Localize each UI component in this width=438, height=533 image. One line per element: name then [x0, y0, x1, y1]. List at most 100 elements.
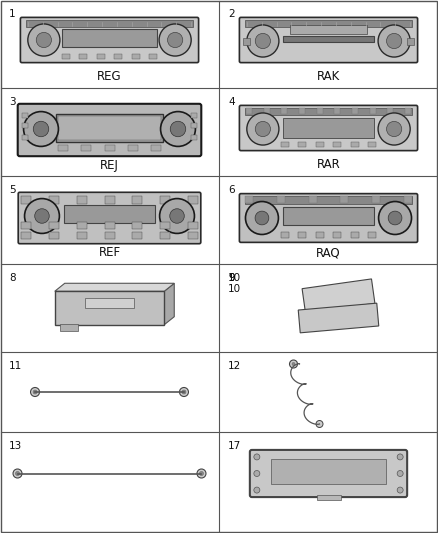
Bar	[105, 222, 114, 229]
Bar	[368, 142, 376, 147]
Bar	[22, 113, 28, 118]
Bar	[350, 232, 359, 238]
Bar	[149, 54, 157, 59]
Bar	[404, 196, 412, 204]
Text: 10: 10	[228, 284, 241, 294]
Circle shape	[159, 24, 191, 56]
Text: REF: REF	[99, 246, 120, 260]
Circle shape	[36, 33, 52, 47]
Bar	[81, 145, 92, 151]
Text: 13: 13	[9, 441, 22, 451]
Bar	[188, 232, 198, 239]
Text: 2: 2	[228, 9, 235, 19]
Text: 12: 12	[228, 361, 241, 371]
Circle shape	[199, 472, 204, 475]
Text: REJ: REJ	[100, 158, 119, 172]
Bar	[21, 196, 31, 204]
Bar	[131, 54, 140, 59]
Bar	[58, 116, 161, 140]
Bar	[21, 222, 31, 229]
Circle shape	[378, 113, 410, 145]
Bar	[352, 108, 358, 115]
Circle shape	[245, 201, 279, 235]
Circle shape	[35, 209, 49, 223]
Bar	[283, 207, 374, 225]
Circle shape	[13, 469, 22, 478]
Bar	[127, 145, 138, 151]
Circle shape	[255, 211, 269, 225]
Bar	[334, 108, 340, 115]
Bar	[246, 108, 252, 115]
Bar	[97, 54, 105, 59]
Text: 9: 9	[228, 273, 235, 283]
Circle shape	[290, 360, 297, 368]
Circle shape	[33, 121, 49, 137]
Bar	[283, 36, 374, 42]
Bar	[264, 108, 269, 115]
Circle shape	[197, 469, 206, 478]
Bar	[290, 25, 367, 34]
Bar	[333, 232, 341, 238]
Circle shape	[292, 362, 295, 366]
Circle shape	[254, 454, 260, 460]
Bar	[191, 123, 197, 127]
Text: RAQ: RAQ	[316, 246, 341, 260]
Text: 10: 10	[228, 273, 241, 283]
Bar	[340, 196, 348, 204]
Circle shape	[378, 201, 412, 235]
Bar	[271, 459, 386, 484]
Bar	[245, 20, 412, 28]
Circle shape	[161, 111, 195, 147]
Bar	[132, 222, 142, 229]
Circle shape	[182, 390, 186, 394]
Bar	[283, 118, 374, 138]
Bar	[188, 222, 198, 229]
Text: 4: 4	[228, 97, 235, 107]
Bar	[245, 108, 412, 116]
FancyBboxPatch shape	[240, 18, 417, 62]
Circle shape	[378, 25, 410, 57]
Circle shape	[15, 472, 20, 475]
Circle shape	[180, 387, 188, 397]
Text: 1: 1	[9, 9, 16, 19]
Circle shape	[159, 199, 194, 233]
FancyBboxPatch shape	[240, 193, 417, 243]
Text: 9: 9	[228, 273, 235, 283]
Bar	[188, 196, 198, 204]
Bar	[281, 232, 289, 238]
FancyBboxPatch shape	[240, 106, 417, 151]
Bar	[160, 196, 170, 204]
Bar	[405, 108, 411, 115]
Bar	[132, 196, 142, 204]
Bar	[114, 54, 122, 59]
Bar	[245, 196, 253, 204]
Bar	[77, 222, 87, 229]
Text: RAR: RAR	[317, 158, 340, 172]
FancyBboxPatch shape	[250, 450, 407, 497]
Bar	[350, 142, 359, 147]
Bar	[60, 324, 78, 330]
Text: 5: 5	[9, 185, 16, 195]
Circle shape	[247, 113, 279, 145]
Circle shape	[386, 34, 402, 49]
Circle shape	[28, 24, 60, 56]
Bar	[370, 108, 376, 115]
Bar	[49, 222, 59, 229]
Bar	[62, 54, 70, 59]
Circle shape	[397, 471, 403, 477]
Circle shape	[316, 421, 323, 427]
Bar	[105, 232, 114, 239]
Bar	[77, 196, 87, 204]
Bar	[21, 232, 31, 239]
Bar	[55, 291, 164, 325]
Bar	[243, 38, 250, 45]
Polygon shape	[298, 303, 379, 333]
Text: 11: 11	[9, 361, 22, 371]
Text: 3: 3	[9, 97, 16, 107]
Bar	[372, 196, 380, 204]
Circle shape	[247, 25, 279, 57]
Bar	[388, 108, 393, 115]
Bar	[151, 145, 161, 151]
Circle shape	[167, 33, 183, 47]
Bar	[317, 108, 323, 115]
